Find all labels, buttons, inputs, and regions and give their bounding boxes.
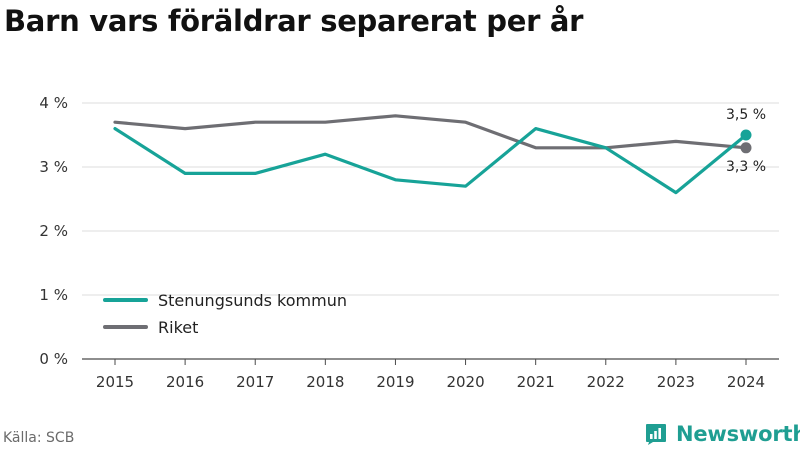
x-axis-ticks: 2015 2016 2017 2018 2019 2020 2021 2022 2023 2024 [96,359,765,391]
gridlines [82,102,779,360]
legend: Stenungsunds kommun Riket [103,291,347,337]
y-tick-label: 0 % [39,350,68,368]
y-tick-label: 3 % [39,158,68,176]
legend-label: Stenungsunds kommun [158,291,347,310]
series-lines [113,114,748,195]
legend-label: Riket [158,318,198,337]
y-axis-ticks: 0 % 1 % 2 % 3 % 4 % [39,94,68,368]
y-tick-label: 4 % [39,94,68,112]
end-value-label: 3,3 % [726,159,766,175]
x-tick-label: 2016 [166,373,204,391]
x-tick-label: 2021 [517,373,555,391]
x-tick-label: 2019 [376,373,414,391]
x-tick-label: 2015 [96,373,134,391]
brand-logo: Newsworthy [644,420,800,448]
x-tick-label: 2018 [306,373,344,391]
source-note: Källa: SCB [3,430,75,446]
end-point-riket [740,142,752,154]
x-tick-label: 2017 [236,373,274,391]
series-line-riket [113,114,748,150]
x-tick-label: 2024 [727,373,765,391]
end-value-label: 3,5 % [726,107,766,123]
y-tick-label: 1 % [39,286,68,304]
newsworthy-logo-icon [646,424,666,445]
brand-name: Newsworthy [676,422,800,446]
chart-title: Barn vars föräldrar separerat per år [4,4,584,38]
y-tick-label: 2 % [39,222,68,240]
x-tick-label: 2023 [657,373,695,391]
end-points: 3,3 % 3,5 % [726,107,766,175]
x-tick-label: 2020 [446,373,484,391]
end-point-stenungsund [740,129,752,141]
x-tick-label: 2022 [587,373,625,391]
series-line-stenungsund [113,127,748,195]
